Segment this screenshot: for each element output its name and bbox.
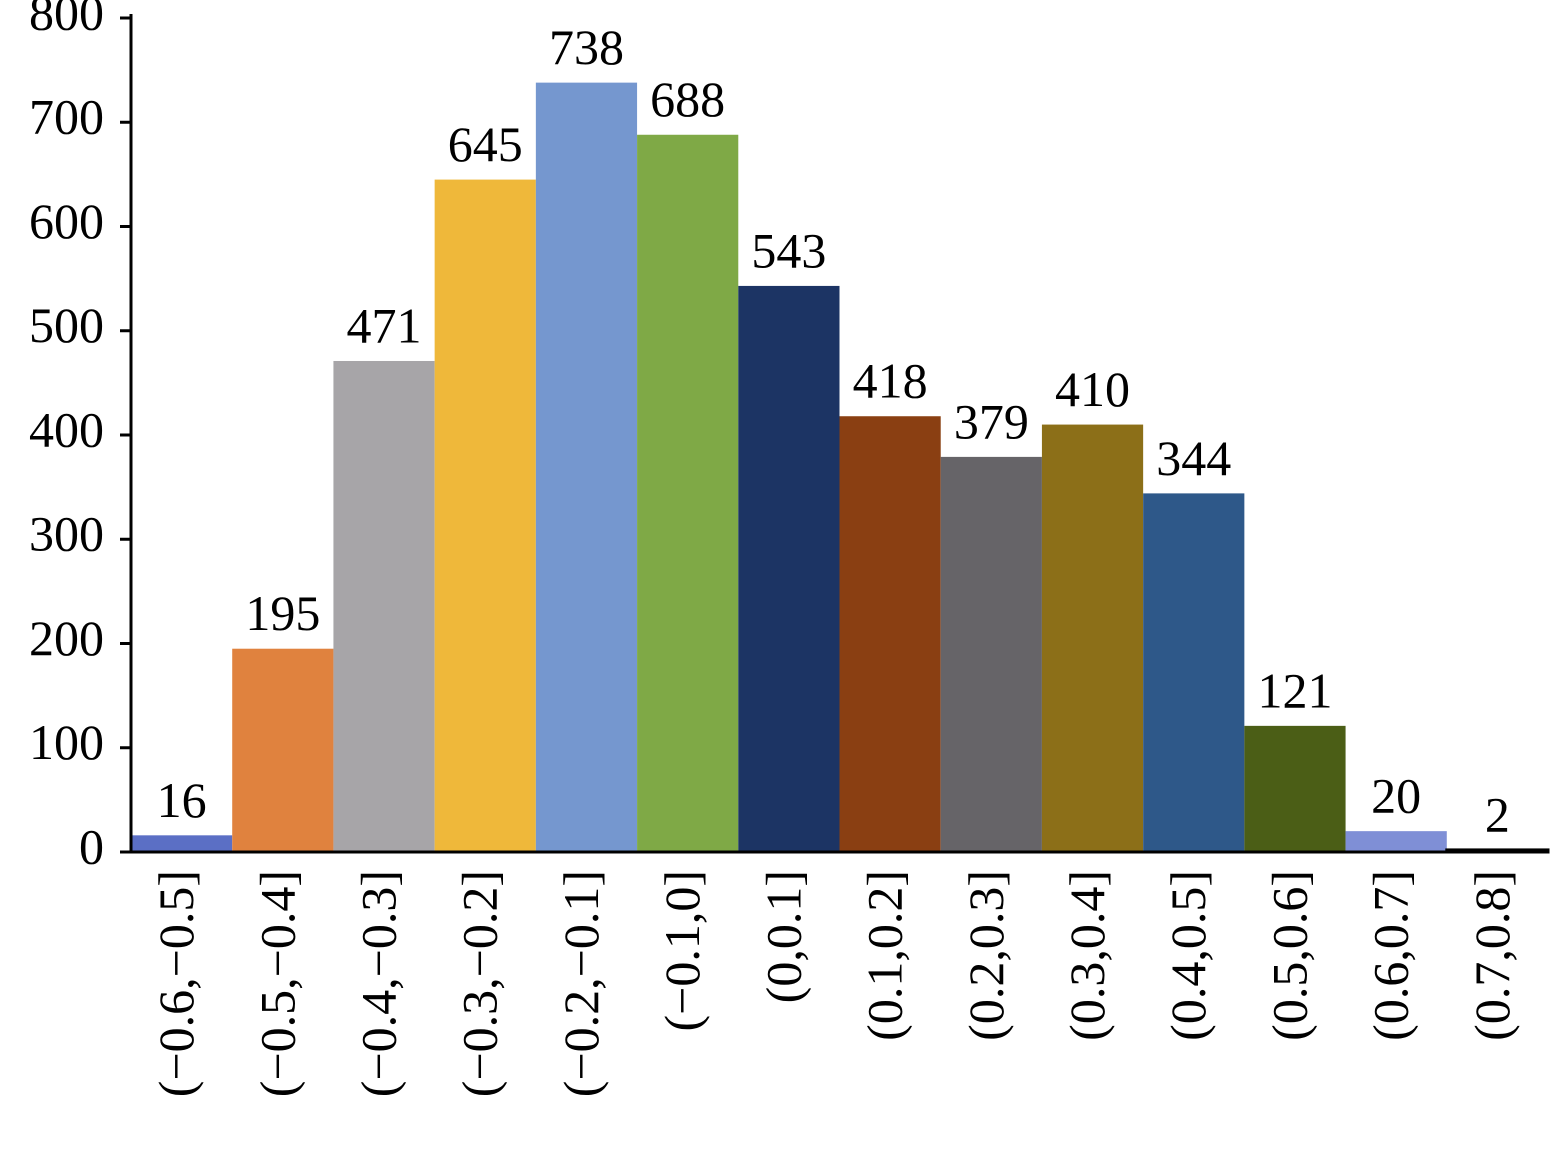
data-label: 20 [1371,768,1421,824]
bar [1244,725,1346,852]
data-label: 738 [549,19,624,75]
bar [637,134,739,852]
x-tick-label: (0.7,0.8] [1464,870,1520,1041]
x-tick-label: (0.5,0.6] [1261,870,1317,1041]
x-tick-label: (−0.5,−0.4] [249,870,305,1097]
bar [1041,424,1144,852]
bar [434,179,536,852]
data-label: 121 [1257,662,1332,718]
y-tick-label: 600 [29,193,104,249]
x-tick-label: (0,0.1] [755,870,811,1003]
y-tick-label: 300 [29,506,104,562]
data-label: 645 [448,116,523,172]
y-tick-label: 400 [29,401,104,457]
data-label: 688 [650,71,725,127]
bar [535,82,638,852]
y-tick-label: 800 [29,0,104,40]
x-tick-label: (0.2,0.3] [958,870,1014,1041]
data-label: 344 [1156,430,1231,486]
x-tick-label: (−0.4,−0.3] [351,870,407,1097]
bar [839,416,941,852]
y-tick-label: 100 [29,714,104,770]
x-tick-label: (0.6,0.7] [1363,870,1419,1041]
data-label: 2 [1485,786,1510,842]
x-tick-label: (−0.3,−0.2] [452,870,508,1097]
data-label: 410 [1055,361,1130,417]
y-tick-label: 200 [29,610,104,666]
x-tick-label: (0.4,0.5] [1160,870,1216,1041]
y-tick-label: 500 [29,297,104,353]
x-tick-label: (0.1,0.2] [857,870,913,1041]
data-label: 471 [347,297,422,353]
data-label: 543 [751,222,826,278]
data-label: 16 [157,772,207,828]
data-label: 418 [853,353,928,409]
bar [333,360,435,852]
bar [940,456,1042,852]
bar [1345,831,1447,852]
y-tick-label: 700 [29,89,104,145]
x-tick-label: (−0.1,0] [654,870,710,1032]
x-tick-label: (0.3,0.4] [1059,870,1115,1041]
data-label: 379 [954,393,1029,449]
data-label: 195 [245,585,320,641]
bar [1143,493,1245,852]
bar [738,285,840,852]
bar [131,835,233,852]
bar [232,648,334,852]
x-tick-label: (−0.6,−0.5] [148,870,204,1097]
x-tick-label: (−0.2,−0.1] [553,870,609,1097]
y-tick-label: 0 [79,818,104,874]
